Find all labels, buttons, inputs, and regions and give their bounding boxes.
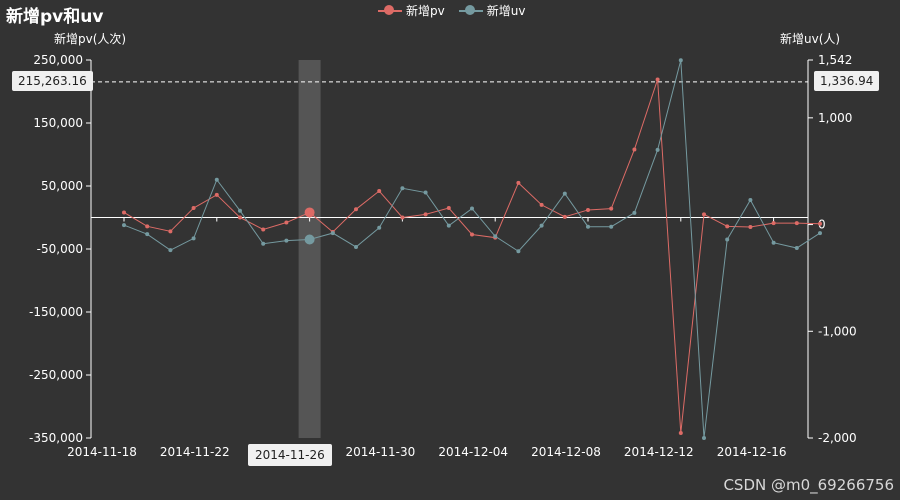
data-point-uv — [586, 224, 590, 229]
legend-uv-label: 新增uv — [486, 4, 526, 18]
left-tick-label: 150,000 — [33, 116, 83, 130]
x-tick-label: 2014-11-18 — [67, 445, 137, 459]
data-point-uv — [470, 206, 474, 211]
data-point-pv — [122, 210, 126, 215]
data-point-uv — [794, 246, 799, 251]
left-tick-label: -350,000 — [29, 431, 83, 445]
right-tick-label: -2,000 — [818, 431, 857, 445]
axis-pointer-x-label: 2014-11-26 — [248, 444, 332, 466]
data-point-uv — [423, 190, 428, 195]
data-point-uv — [632, 210, 637, 215]
legend-item-pv[interactable]: 新增pv — [378, 2, 445, 19]
legend-item-uv[interactable]: 新增uv — [458, 2, 526, 19]
data-point-uv — [122, 223, 126, 228]
data-point-uv — [493, 234, 498, 239]
data-point-pv — [168, 229, 173, 234]
legend-pv-marker — [378, 4, 402, 18]
data-point-uv — [702, 436, 706, 440]
data-point-pv — [470, 232, 474, 237]
x-tick-label: 2014-11-22 — [160, 445, 230, 459]
data-point-pv — [586, 207, 590, 212]
left-tick-label: 250,000 — [33, 53, 83, 67]
data-point-uv — [284, 238, 289, 243]
right-tick-label: -1,000 — [818, 324, 857, 338]
data-point-pv — [446, 206, 451, 211]
data-point-pv — [145, 224, 150, 229]
left-tick-label: -250,000 — [29, 368, 83, 382]
right-axis-name: 新增uv(人) — [780, 32, 841, 46]
legend-pv-label: 新增pv — [406, 4, 445, 18]
data-point-pv — [562, 214, 567, 219]
right-tick-label: 1,000 — [818, 111, 852, 125]
axis-pointer-right-label: 1,336.94 — [814, 71, 880, 91]
data-point-pv — [423, 212, 428, 217]
data-point-uv — [725, 237, 730, 242]
data-point-uv — [377, 225, 382, 230]
data-point-uv — [354, 244, 358, 249]
data-point-uv — [678, 58, 683, 63]
data-point-uv — [330, 231, 335, 236]
data-point-pv — [609, 206, 614, 211]
data-point-pv — [516, 180, 521, 185]
data-point-uv — [771, 240, 776, 245]
data-point-uv — [539, 223, 544, 228]
data-point-uv — [818, 231, 822, 236]
legend-uv-marker — [458, 4, 483, 18]
data-point-uv — [304, 234, 315, 245]
data-point-uv — [168, 248, 173, 253]
legend: 新增pv 新增uv — [378, 2, 525, 19]
x-tick-label: 2014-12-12 — [624, 445, 694, 459]
x-tick-label: 2014-12-16 — [717, 445, 787, 459]
data-point-uv — [516, 249, 521, 254]
data-point-pv — [702, 212, 706, 217]
data-point-pv — [632, 147, 637, 152]
data-point-pv — [725, 224, 730, 229]
data-point-uv — [145, 232, 150, 237]
data-point-pv — [794, 221, 799, 226]
data-point-pv — [748, 224, 753, 229]
data-point-pv — [818, 221, 822, 226]
data-point-pv — [191, 206, 196, 211]
data-point-uv — [191, 236, 196, 241]
axis-pointer-left-label: 215,263.16 — [12, 71, 93, 91]
data-point-pv — [354, 207, 358, 212]
data-point-uv — [400, 186, 405, 191]
data-point-pv — [304, 207, 315, 218]
left-tick-label: -150,000 — [29, 305, 83, 319]
left-tick-label: 50,000 — [41, 179, 83, 193]
data-point-pv — [539, 202, 544, 207]
chart-title: 新增pv和uv — [6, 7, 104, 27]
data-point-uv — [655, 147, 660, 152]
data-point-uv — [748, 198, 753, 203]
data-point-uv — [261, 241, 266, 246]
data-point-pv — [214, 192, 219, 197]
data-point-pv — [400, 215, 405, 220]
data-point-pv — [771, 221, 776, 226]
series-line-pv — [123, 79, 821, 434]
left-tick-label: -50,000 — [37, 242, 83, 256]
data-point-pv — [655, 77, 660, 82]
x-tick-label: 2014-12-08 — [531, 445, 601, 459]
axis-pointer-band — [298, 60, 321, 438]
data-point-uv — [609, 224, 614, 229]
data-point-uv — [238, 208, 242, 213]
watermark: CSDN @m0_69266756 — [723, 476, 894, 494]
right-tick-label: 1,542 — [818, 53, 852, 67]
data-point-pv — [284, 220, 289, 225]
series-line-uv — [123, 60, 821, 439]
data-point-pv — [238, 215, 242, 220]
data-point-uv — [214, 177, 219, 182]
x-tick-label: 2014-11-30 — [346, 445, 416, 459]
x-tick-label: 2014-12-04 — [438, 445, 508, 459]
data-point-uv — [562, 191, 567, 196]
data-point-pv — [261, 227, 266, 232]
data-point-pv — [377, 189, 382, 194]
data-point-uv — [446, 223, 451, 228]
left-axis-name: 新增pv(人次) — [54, 32, 127, 46]
data-point-pv — [678, 430, 683, 435]
